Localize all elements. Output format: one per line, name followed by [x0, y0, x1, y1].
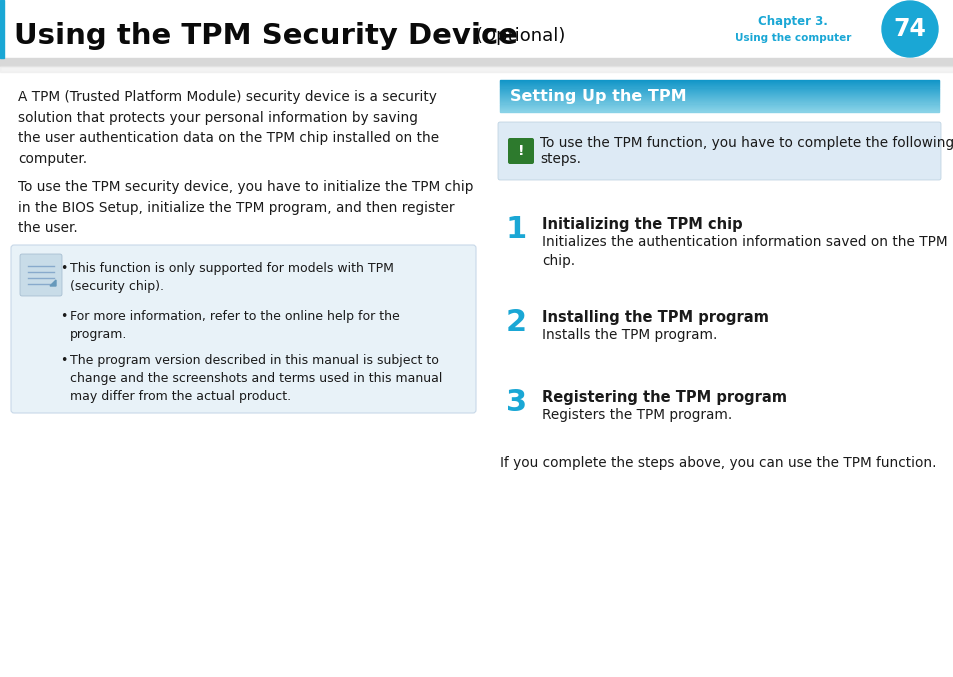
Text: The program version described in this manual is subject to
change and the screen: The program version described in this ma…: [70, 354, 442, 403]
Bar: [499, 96, 938, 97]
Text: Chapter 3.: Chapter 3.: [758, 16, 827, 28]
Text: (Optional): (Optional): [476, 27, 566, 45]
Text: Initializing the TPM chip: Initializing the TPM chip: [541, 217, 741, 232]
Text: Registering the TPM program: Registering the TPM program: [541, 390, 786, 405]
Bar: [499, 106, 938, 107]
Text: Installs the TPM program.: Installs the TPM program.: [541, 328, 717, 342]
Circle shape: [882, 1, 937, 57]
Text: Installing the TPM program: Installing the TPM program: [541, 310, 768, 325]
Bar: [0, 66, 953, 72]
Bar: [499, 85, 938, 87]
Text: Registers the TPM program.: Registers the TPM program.: [541, 408, 732, 422]
FancyBboxPatch shape: [20, 254, 62, 296]
Text: To use the TPM function, you have to complete the following: To use the TPM function, you have to com…: [539, 136, 953, 150]
Text: Using the TPM Security Device: Using the TPM Security Device: [14, 22, 517, 50]
Text: 1: 1: [505, 215, 527, 244]
Text: 3: 3: [505, 388, 527, 417]
Text: If you complete the steps above, you can use the TPM function.: If you complete the steps above, you can…: [499, 456, 936, 470]
Bar: [499, 91, 938, 93]
Bar: [499, 97, 938, 98]
Bar: [499, 98, 938, 100]
Bar: [499, 80, 938, 81]
Bar: [499, 94, 938, 95]
Bar: [499, 82, 938, 83]
Bar: [499, 111, 938, 112]
Polygon shape: [50, 280, 56, 286]
Text: Using the computer: Using the computer: [734, 33, 850, 43]
Bar: [499, 110, 938, 111]
Bar: [499, 95, 938, 96]
Text: 74: 74: [893, 17, 925, 41]
Bar: [0, 58, 953, 66]
Bar: [499, 84, 938, 85]
Bar: [499, 102, 938, 104]
Text: •: •: [60, 354, 68, 367]
FancyBboxPatch shape: [497, 122, 940, 180]
Bar: [499, 93, 938, 94]
FancyBboxPatch shape: [507, 138, 534, 164]
Text: 2: 2: [505, 308, 527, 337]
Bar: [499, 89, 938, 91]
Bar: [0, 0, 4, 58]
Text: !: !: [517, 144, 524, 158]
Bar: [499, 100, 938, 102]
Text: This function is only supported for models with TPM
(security chip).: This function is only supported for mode…: [70, 262, 394, 293]
Text: Initializes the authentication information saved on the TPM
chip.: Initializes the authentication informati…: [541, 235, 946, 269]
Text: A TPM (Trusted Platform Module) security device is a security
solution that prot: A TPM (Trusted Platform Module) security…: [18, 90, 438, 166]
FancyBboxPatch shape: [11, 245, 476, 413]
Text: •: •: [60, 310, 68, 323]
Bar: [499, 83, 938, 84]
Bar: [499, 81, 938, 82]
Text: steps.: steps.: [539, 152, 580, 166]
Text: To use the TPM security device, you have to initialize the TPM chip
in the BIOS : To use the TPM security device, you have…: [18, 180, 473, 235]
Bar: [499, 104, 938, 106]
Text: Setting Up the TPM: Setting Up the TPM: [510, 89, 686, 104]
Bar: [499, 107, 938, 108]
Text: •: •: [60, 262, 68, 275]
Bar: [499, 109, 938, 110]
Bar: [499, 108, 938, 109]
Bar: [499, 87, 938, 89]
Text: For more information, refer to the online help for the
program.: For more information, refer to the onlin…: [70, 310, 399, 341]
